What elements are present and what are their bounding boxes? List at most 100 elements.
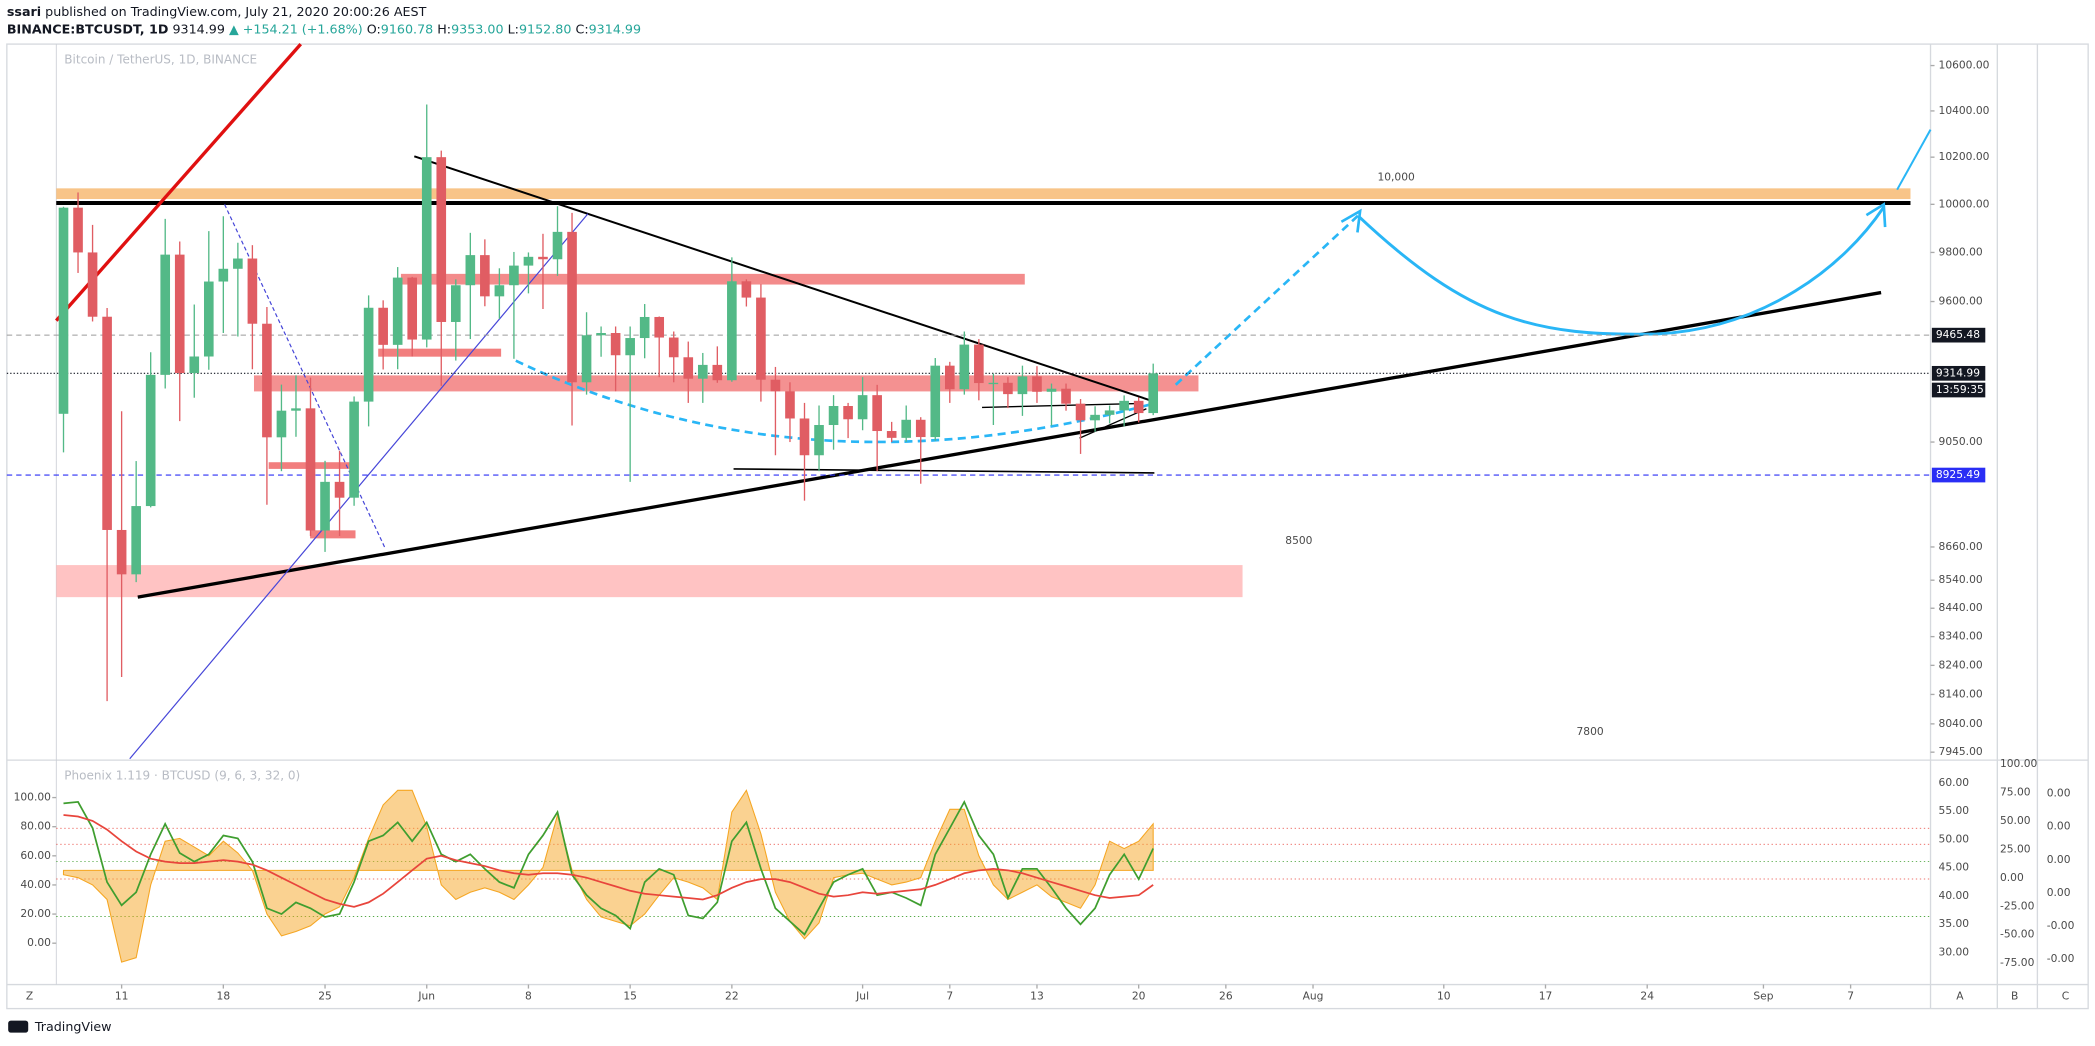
y-tick-label: 10400.00 <box>1939 104 1990 117</box>
y-tick-label: 9800.00 <box>1939 245 1983 258</box>
candle-body <box>509 265 519 286</box>
arrow-head <box>1340 208 1362 233</box>
projection <box>1896 129 1932 191</box>
candle-body <box>857 395 868 420</box>
countdown-tag <box>1931 382 1986 398</box>
h-key: H: <box>437 21 451 36</box>
candle-body <box>320 481 330 531</box>
zone <box>378 348 502 357</box>
candle-body <box>1017 376 1028 395</box>
price-tag <box>1931 327 1986 343</box>
trend-line <box>137 290 1882 599</box>
candle-body <box>363 307 374 402</box>
candle-body <box>639 316 650 339</box>
candle-body <box>276 410 287 438</box>
y-tick-label: 20.00 <box>20 907 51 920</box>
y-tick-label: 80.00 <box>20 820 51 833</box>
candle-body <box>872 395 882 432</box>
price-tag <box>1931 365 1986 381</box>
candle-body <box>480 255 490 297</box>
candle-body <box>596 333 606 336</box>
candle-body <box>58 207 69 414</box>
change: ▲ +154.21 (+1.68%) <box>229 21 363 36</box>
right-axis-label: -0.00 <box>2047 952 2075 965</box>
candle-body <box>145 374 156 507</box>
candle-body <box>189 356 200 374</box>
candle-body <box>683 357 694 379</box>
toolbar-button[interactable]: C <box>2062 990 2069 1003</box>
y-tick-label: 0.00 <box>27 936 51 949</box>
right-axis-label: -0.00 <box>2047 919 2075 932</box>
candle-body <box>1148 373 1159 414</box>
candle-body <box>799 418 810 456</box>
candle-body <box>102 316 112 530</box>
h-value: 9353.00 <box>451 21 503 36</box>
price-tag-label: 9314.99 <box>1936 366 1980 379</box>
candle-body <box>378 307 388 345</box>
toolbar-button[interactable]: A <box>1956 990 1964 1003</box>
candle-body <box>930 365 941 438</box>
author: ssari <box>7 4 41 19</box>
candle-body <box>1061 388 1071 404</box>
candle-body <box>814 425 824 456</box>
y-tick-label: 8540.00 <box>1939 573 1983 586</box>
candle-body <box>1104 410 1115 415</box>
l-value: 9152.80 <box>519 21 571 36</box>
candle-body <box>494 285 505 297</box>
zone <box>400 273 1025 285</box>
right-axis-label: 0.00 <box>2000 871 2024 884</box>
right-axis-label: 0.00 <box>2047 886 2071 899</box>
drawings <box>55 42 1932 917</box>
x-tick-label: 24 <box>1640 990 1654 1003</box>
projection <box>1174 212 1362 386</box>
x-tick-label: 20 <box>1132 990 1146 1003</box>
y-tick-label: 9050.00 <box>1939 435 1983 448</box>
y-tick-label: 8440.00 <box>1939 601 1983 614</box>
frame <box>6 43 2089 1010</box>
candle-body <box>291 408 301 411</box>
right-axis-label: 55.00 <box>1939 804 1970 817</box>
x-tick-label: 22 <box>725 990 739 1003</box>
y-tick-label: 8140.00 <box>1939 687 1983 700</box>
right-axis-label: 100.00 <box>2000 757 2038 770</box>
support-line <box>982 402 1143 409</box>
symbol-line: BINANCE:BTCUSDT, 1D 9314.99 ▲ +154.21 (+… <box>7 21 641 36</box>
right-axis-label: 50.00 <box>1939 832 1970 845</box>
right-axis-label: 30.00 <box>1939 945 1970 958</box>
right-axis-label: -25.00 <box>2000 899 2035 912</box>
candle-body <box>247 258 258 324</box>
right-axis-label: 25.00 <box>2000 842 2031 855</box>
candle-body <box>392 277 403 345</box>
price-tag-label: 8925.49 <box>1936 468 1980 481</box>
right-axis-label: 60.00 <box>1939 776 1970 789</box>
right-axis-label: 0.00 <box>2047 853 2071 866</box>
x-tick-label: 11 <box>115 990 129 1003</box>
candle-body <box>1119 400 1129 411</box>
candle-body <box>843 406 853 420</box>
x-tick-label: Sep <box>1753 990 1773 1003</box>
y-tick-label: 8040.00 <box>1939 717 1983 730</box>
toolbar-button[interactable]: B <box>2011 990 2018 1003</box>
candle-body <box>1090 414 1100 421</box>
y-tick-label: 8240.00 <box>1939 658 1983 671</box>
countdown-label: 13:59:35 <box>1936 383 1984 396</box>
projection <box>1357 206 1885 336</box>
x-tick-label: 7 <box>1847 990 1854 1003</box>
y-tick-label: 100.00 <box>14 791 52 804</box>
logo <box>8 1020 29 1033</box>
candle-body <box>552 231 563 260</box>
y-tick-label: 9600.00 <box>1939 295 1983 308</box>
candle-body <box>886 431 897 438</box>
trend-line <box>413 155 1153 402</box>
x-tick-label: Aug <box>1303 990 1324 1003</box>
candle-body <box>421 157 432 340</box>
support-line <box>1079 408 1147 439</box>
zone <box>56 565 1243 598</box>
price-tag <box>1931 467 1986 483</box>
toolbar-button[interactable]: Z <box>26 990 33 1003</box>
candle-body <box>334 481 345 498</box>
oscillator-line <box>63 814 1154 908</box>
candle-body <box>1046 388 1057 392</box>
candle-body <box>944 365 955 390</box>
